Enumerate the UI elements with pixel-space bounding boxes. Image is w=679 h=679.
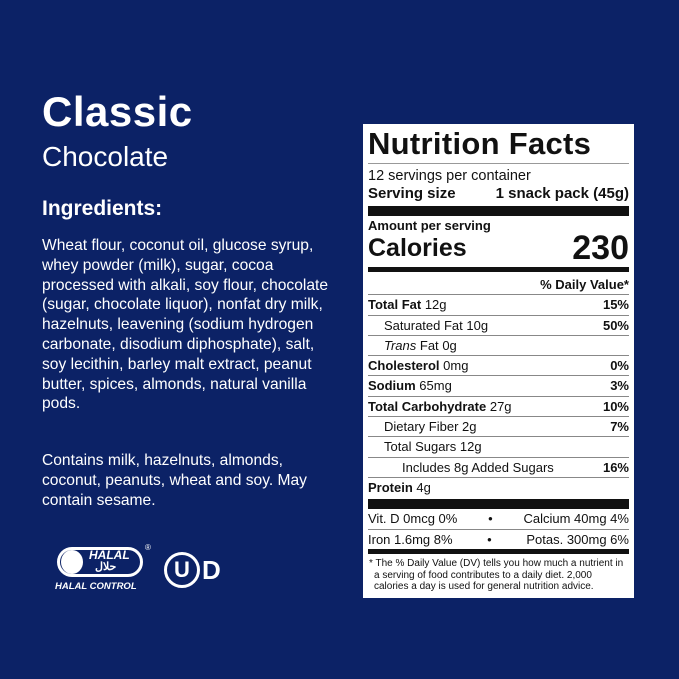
nutrient-row: Total Fat 12g 15% [368,294,629,314]
serving-size: Serving size 1 snack pack (45g) [368,185,629,202]
nutrient-label-suffix: Fat [419,337,439,353]
nutrient-amount: 10g [466,317,489,333]
serving-size-label: Serving size [368,185,456,202]
serving-size-value: 1 snack pack (45g) [495,185,629,202]
nutrient-row: Protein 4g [368,476,629,497]
nutrition-title: Nutrition Facts [368,127,629,164]
calories-label: Calories [368,234,467,262]
allergens-text: Contains milk, hazelnuts, almonds, cocon… [42,452,307,509]
nutrition-facts-panel: Nutrition Facts 12 servings per containe… [363,124,634,598]
amount-per-serving: Amount per serving [368,218,491,233]
nutrient-label: Dietary Fiber [384,419,459,435]
halal-text: HALAL [89,548,130,562]
nutrient-label: Total Carbohydrate [368,398,487,414]
calories-row: Calories 230 [368,229,629,267]
nutrient-amount: 2g [462,419,477,435]
nutrient-dv: 15% [602,297,629,313]
micronutrient-row: Iron 1.6mg 8% • Potas. 300mg 6% [368,528,629,550]
nutrient-label: Total Fat [368,297,422,313]
micronutrient-row: Vit. D 0mcg 0% • Calcium 40mg 4% [368,509,629,529]
nutrient-amount: 0g [442,337,457,353]
nutrient-row: Total Sugars 12g [368,436,629,456]
nutrient-label: Protein [368,479,413,495]
nutrient-dv: 3% [610,378,629,394]
footnote: * The % Daily Value (DV) tells you how m… [369,558,624,593]
kosher-ud-logo: U UD D [164,552,221,588]
nutrient-row: Dietary Fiber 2g 7% [368,416,629,436]
halal-crescent-icon [61,550,83,574]
nutrient-amount: 27g [489,398,512,414]
nutrient-row: Trans Fat 0g [368,334,629,355]
calories-value: 230 [572,229,629,267]
nutrient-amount: 65mg [419,378,452,394]
halal-arabic-text: حلال [95,561,117,573]
divider-thick [368,206,629,216]
nutrient-label: Total Sugars [384,439,457,455]
halal-logo: HALAL حلال ® HALAL CONTROL [55,543,151,592]
nutrient-label: Saturated Fat [384,317,463,333]
product-subtitle: Chocolate [42,141,169,172]
nutrient-amount: 12g [459,439,482,455]
nutrient-row: Includes 8g Added Sugars 16% [368,456,629,477]
bullet: • [487,531,492,547]
micronutrient-right: Calcium 40mg 4% [523,511,629,527]
ingredients-text: Wheat flour, coconut oil, glucose syrup,… [42,237,329,413]
nutrient-dv: 7% [610,419,629,435]
servings-per-container: 12 servings per container [368,168,531,184]
certification-logos: HALAL حلال ® HALAL CONTROL U UD D [55,543,221,595]
nutrient-dv: 50% [602,317,629,333]
divider-thick [368,499,629,510]
micronutrient-left: Iron 1.6mg 8% [368,531,453,547]
nutrient-row: Total Carbohydrate 27g 10% [368,395,629,416]
bullet: • [488,511,493,527]
nutrient-label: Cholesterol [368,358,440,374]
nutrient-label: Trans [384,337,417,353]
nutrient-row: Saturated Fat 10g 50% [368,314,629,335]
daily-value-header: % Daily Value* [540,277,629,292]
micronutrient-left: Vit. D 0mcg 0% [368,511,458,527]
nutrient-label: Includes 8g Added Sugars [402,459,554,475]
nutrient-amount: 4g [416,479,431,495]
divider-medium [368,549,629,555]
nutrient-dv: 10% [602,398,629,414]
product-title: Classic [42,88,193,135]
nutrient-label: Sodium [368,378,416,394]
ingredients-heading: Ingredients: [42,197,163,220]
nutrient-dv: 0% [610,358,629,374]
nutrient-row: Cholesterol 0mg 0% [368,355,629,375]
micronutrient-right: Potas. 300mg 6% [526,531,629,547]
nutrient-dv: 16% [602,459,629,475]
halal-control-text: HALAL CONTROL [55,581,137,592]
nutrient-amount: 12g [424,297,447,313]
nutrient-amount: 0mg [443,358,469,374]
nutrient-row: Sodium 65mg 3% [368,375,629,395]
divider-medium [368,267,629,272]
